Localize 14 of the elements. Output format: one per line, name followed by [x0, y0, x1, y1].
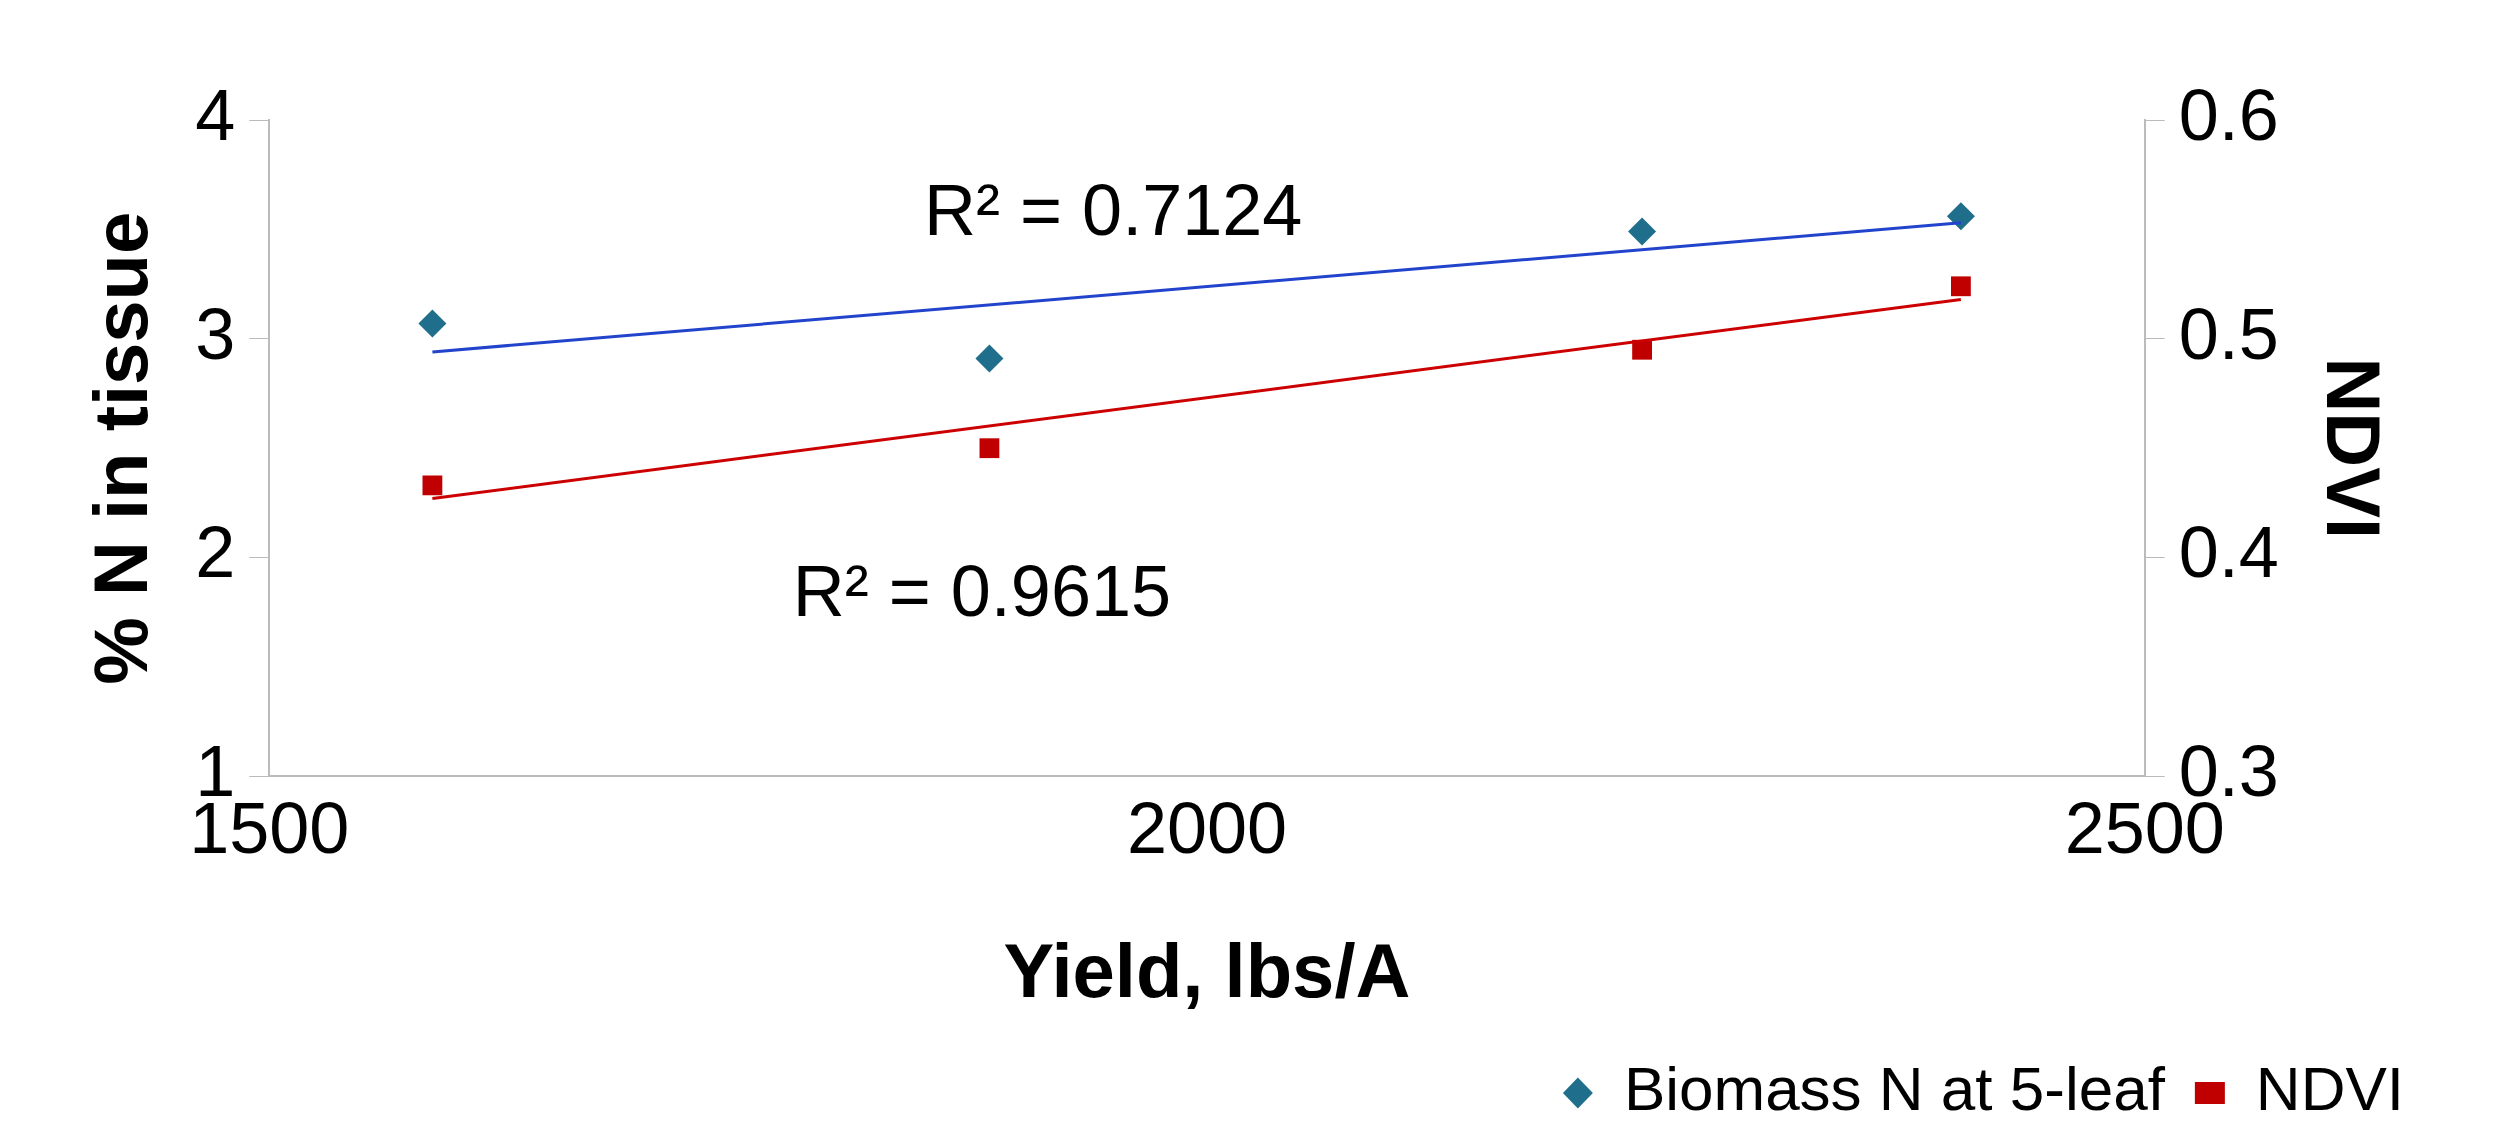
y2-tick-label: 0.6: [2178, 74, 2279, 155]
annotation: R² = 0.7124: [924, 170, 1303, 251]
legend-label: NDVI: [2255, 1054, 2405, 1124]
y-tick-label: 3: [195, 293, 236, 374]
x-tick-label: 2000: [1126, 788, 1288, 869]
x-axis-title: Yield, lbs/A: [1003, 928, 1411, 1014]
y2-tick-label: 0.4: [2178, 512, 2279, 593]
y-axis-title: % N in tissue: [77, 211, 163, 685]
y2-axis-title: NDVI: [2311, 357, 2397, 539]
y-tick-label: 4: [195, 74, 236, 155]
annotation: R² = 0.9615: [792, 550, 1172, 631]
legend-label: Biomass N at 5-leaf: [1623, 1054, 2166, 1124]
y-tick-label: 2: [195, 512, 236, 593]
y2-tick-label: 0.5: [2178, 293, 2279, 374]
